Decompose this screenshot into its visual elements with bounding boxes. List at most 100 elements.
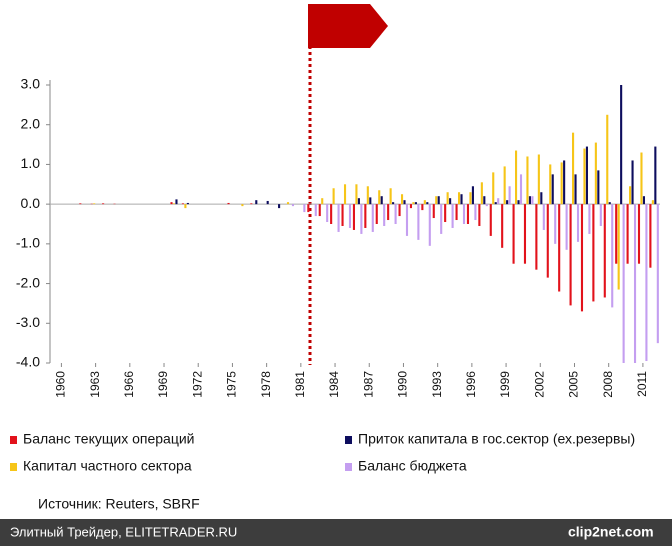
bar <box>184 204 187 209</box>
bar <box>371 204 374 232</box>
bar <box>633 204 637 363</box>
x-tick-label: 1960 <box>54 371 68 398</box>
legend-swatch <box>10 436 17 444</box>
x-tick-label: 1963 <box>88 371 102 398</box>
bar <box>572 132 575 205</box>
x-tick-label: 1978 <box>259 371 273 398</box>
bar <box>651 200 654 205</box>
bar <box>266 200 269 205</box>
bar <box>631 160 634 205</box>
bar <box>489 204 492 236</box>
bar <box>478 204 481 226</box>
bar <box>437 196 440 205</box>
legend-label: Приток капитала в гос.сектор (ех.резервы… <box>358 431 635 447</box>
legend-swatch <box>345 436 352 444</box>
bar <box>485 204 488 207</box>
legend-swatch <box>345 463 352 471</box>
bar <box>414 202 417 205</box>
bar <box>506 200 509 205</box>
source: Источник: Reuters, SBRF <box>38 496 200 512</box>
bar <box>250 203 253 205</box>
bar <box>394 204 397 224</box>
bar <box>426 202 429 205</box>
bar <box>366 186 369 205</box>
arrow-flag <box>308 4 388 48</box>
bar <box>462 204 466 224</box>
x-tick-label: 1987 <box>361 371 375 398</box>
x-tick-label: 1966 <box>122 371 136 398</box>
x-tick-label: 1996 <box>464 371 478 398</box>
bar <box>469 192 472 205</box>
bar <box>494 202 497 205</box>
bar <box>278 204 281 209</box>
legend-label: Капитал частного сектора <box>23 458 192 474</box>
bar <box>435 196 438 205</box>
y-tick-label: 0.0 <box>21 195 41 211</box>
bar <box>546 204 549 278</box>
y-tick-label: -4.0 <box>16 354 40 370</box>
y-tick-label: -2.0 <box>16 274 40 290</box>
bar <box>531 196 534 205</box>
bar <box>428 204 431 246</box>
bar <box>181 203 184 205</box>
bar <box>303 204 306 213</box>
bar <box>412 202 415 205</box>
bar <box>503 166 506 205</box>
bar <box>597 170 600 205</box>
bar <box>517 200 520 205</box>
bar <box>514 150 518 205</box>
y-tick-label: -1.0 <box>16 235 40 251</box>
bar <box>645 204 648 362</box>
x-tick-label: 1999 <box>498 371 512 398</box>
bar <box>611 204 614 308</box>
bar <box>560 162 563 205</box>
bar <box>369 197 372 205</box>
bar <box>314 204 317 217</box>
bar <box>585 146 588 205</box>
bar <box>227 202 230 205</box>
bar <box>554 204 557 244</box>
bar <box>102 203 105 205</box>
x-tick-label: 1972 <box>190 371 204 398</box>
bar <box>583 148 586 205</box>
bar <box>421 204 424 211</box>
bar <box>569 204 572 306</box>
x-tick-label: 1990 <box>396 371 410 398</box>
bar <box>606 114 609 205</box>
bar <box>360 204 363 234</box>
bar <box>637 204 641 264</box>
bar <box>343 184 347 205</box>
bar <box>519 174 523 205</box>
x-tick-label: 1981 <box>293 371 307 398</box>
bar <box>594 142 597 205</box>
x-tick-label: 1975 <box>225 371 239 398</box>
bar <box>341 204 344 226</box>
bar <box>255 200 258 205</box>
legend-label: Баланс бюджета <box>358 458 467 474</box>
bar <box>551 174 554 205</box>
bar <box>330 204 333 224</box>
bar <box>656 204 659 344</box>
bar <box>460 194 463 205</box>
bar <box>446 192 449 205</box>
bar <box>352 204 355 230</box>
bar <box>455 204 458 221</box>
bar <box>318 204 321 217</box>
bar <box>286 202 290 205</box>
bar <box>649 204 652 268</box>
x-tick-label: 2002 <box>532 371 546 398</box>
bar <box>186 202 189 205</box>
bar <box>512 204 515 264</box>
bar <box>526 156 529 205</box>
bar <box>403 200 406 205</box>
bar <box>549 164 552 205</box>
bar <box>172 203 176 205</box>
bar <box>592 204 595 302</box>
legend-swatch <box>10 463 17 471</box>
bar <box>608 202 611 205</box>
bar <box>307 204 310 213</box>
bar <box>565 204 568 250</box>
bar <box>389 188 392 205</box>
bar <box>542 204 545 230</box>
bar <box>378 190 381 205</box>
